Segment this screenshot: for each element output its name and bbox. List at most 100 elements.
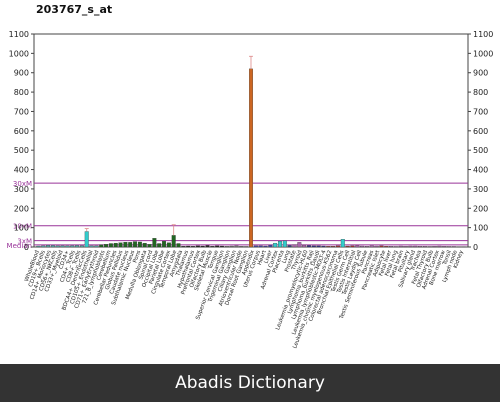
- y-tick-label-right: 500: [473, 146, 488, 155]
- bar: [220, 245, 224, 248]
- bar: [157, 243, 162, 248]
- bar: [94, 245, 99, 248]
- y-tick-label-left: 500: [14, 146, 29, 155]
- bar: [108, 243, 113, 248]
- bar: [427, 246, 432, 248]
- bar: [422, 246, 427, 248]
- y-tick-label-right: 800: [473, 88, 488, 97]
- chart-title: 203767_s_at: [36, 3, 113, 16]
- bar: [215, 245, 220, 248]
- y-tick-label-left: 1000: [9, 49, 29, 58]
- y-tick-label-left: 1100: [9, 30, 29, 39]
- bar: [234, 245, 239, 248]
- bar: [147, 244, 152, 248]
- bar: [75, 245, 80, 248]
- y-tick-label-right: 200: [473, 204, 488, 213]
- bar: [123, 242, 128, 248]
- bar: [355, 245, 360, 248]
- bar: [326, 246, 331, 248]
- bar: [384, 246, 389, 248]
- bar: [442, 246, 447, 248]
- y-tick-label-left: 800: [14, 88, 29, 97]
- y-tick-label-left: 400: [14, 166, 29, 175]
- bar: [200, 245, 205, 248]
- bar: [104, 244, 109, 248]
- x-tick-label: Heart: [257, 249, 268, 266]
- bar: [321, 245, 326, 248]
- bar: [413, 245, 418, 248]
- bar: [447, 246, 452, 248]
- bar: [451, 246, 456, 248]
- bar: [133, 241, 138, 248]
- bar: [142, 242, 147, 248]
- y-tick-label-right: 300: [473, 185, 488, 194]
- bar: [282, 240, 287, 248]
- bar: [46, 245, 51, 248]
- reference-line-label: 30xM: [13, 180, 32, 188]
- bar: [263, 245, 268, 248]
- bar: [41, 245, 46, 248]
- bar: [60, 245, 65, 248]
- bar: [195, 245, 200, 248]
- bar: [307, 245, 311, 248]
- bar: [379, 245, 384, 248]
- bar: [360, 245, 365, 248]
- y-tick-label-right: 600: [473, 127, 488, 136]
- bar: [292, 244, 297, 248]
- bar: [191, 246, 195, 248]
- bar: [258, 245, 263, 248]
- y-tick-label-left: 200: [14, 204, 29, 213]
- bar: [273, 242, 278, 248]
- footer-text: Abadis Dictionary: [175, 373, 325, 393]
- bar: [345, 245, 350, 248]
- bar: [369, 245, 374, 248]
- bar: [118, 242, 123, 248]
- x-tick-label: Tonsil: [442, 249, 453, 267]
- bar: [432, 246, 437, 248]
- bar: [403, 246, 408, 248]
- bar: [398, 245, 403, 248]
- bar: [249, 68, 253, 248]
- bar: [55, 245, 60, 248]
- bar: [350, 245, 355, 248]
- bar: [171, 235, 176, 248]
- bar: [253, 245, 258, 248]
- bar: [336, 245, 340, 248]
- x-tick-label: Liver: [264, 249, 275, 264]
- y-tick-label-left: 600: [14, 127, 29, 136]
- y-tick-label-left: 900: [14, 69, 29, 78]
- y-tick-label-right: 400: [473, 166, 488, 175]
- bar: [89, 245, 94, 248]
- bar: [84, 231, 89, 248]
- footer-banner: Abadis Dictionary: [0, 364, 500, 402]
- bar: [393, 246, 398, 248]
- bar: [316, 245, 321, 248]
- bar: [229, 245, 234, 248]
- bar: [331, 246, 336, 248]
- bar: [176, 243, 181, 248]
- y-tick-label-left: 700: [14, 107, 29, 116]
- bar: [137, 241, 142, 248]
- bar: [389, 246, 394, 248]
- bar: [340, 239, 345, 248]
- y-tick-label-right: 700: [473, 107, 488, 116]
- bar: [181, 246, 186, 248]
- bar: [79, 245, 84, 248]
- y-tick-label-right: 1100: [473, 30, 493, 39]
- bar: [99, 244, 104, 248]
- bar: [374, 245, 379, 248]
- bar: [297, 242, 302, 248]
- y-tick-label-left: 0: [24, 243, 29, 252]
- bar: [302, 244, 307, 248]
- bar: [268, 244, 273, 248]
- bar: [408, 245, 413, 248]
- reference-line-label: Median: [7, 242, 32, 250]
- bar: [418, 246, 423, 248]
- y-tick-label-left: 300: [14, 185, 29, 194]
- bar: [287, 245, 292, 248]
- y-tick-label-right: 0: [473, 243, 478, 252]
- bar: [65, 245, 70, 248]
- bar: [166, 242, 171, 248]
- bar: [278, 241, 282, 248]
